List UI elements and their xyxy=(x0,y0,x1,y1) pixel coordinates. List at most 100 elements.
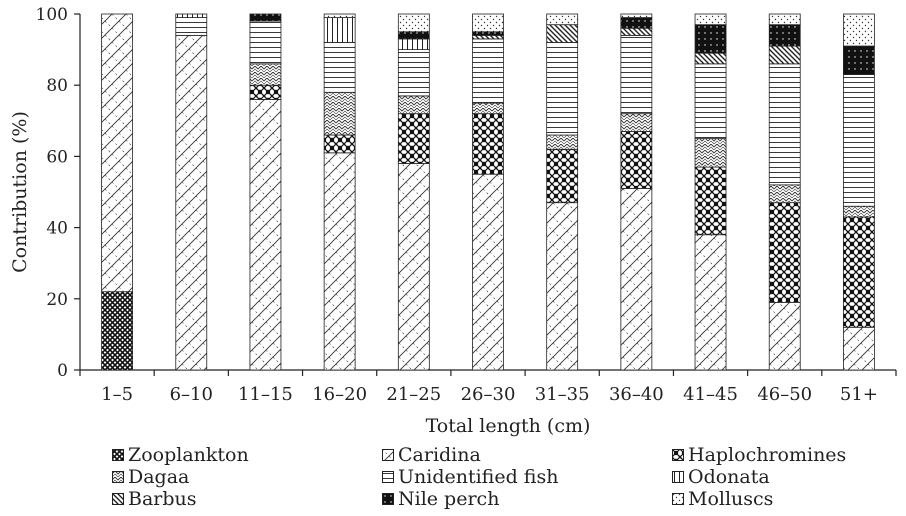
x-tick-label: 26–30 xyxy=(461,384,516,405)
bar-segment xyxy=(323,42,356,93)
bar-segment xyxy=(175,17,208,36)
bar-segment xyxy=(397,95,430,115)
bar-segment xyxy=(397,31,430,40)
bar-segment xyxy=(620,17,653,29)
x-tick-label: 21–25 xyxy=(386,384,441,405)
bar-segment xyxy=(472,113,504,175)
x-tick-label: 16–20 xyxy=(312,384,367,405)
bar-segment xyxy=(694,166,727,236)
bar-segment xyxy=(397,38,430,50)
bar-segment xyxy=(546,42,579,136)
bar-segment xyxy=(768,13,801,26)
legend-swatch xyxy=(112,493,124,505)
bar-segment xyxy=(472,38,504,104)
bar-segment xyxy=(843,216,875,328)
legend-swatch xyxy=(672,493,684,505)
bar-segment xyxy=(546,148,579,204)
x-axis-label: Total length (cm) xyxy=(426,415,591,437)
bar-segment xyxy=(249,63,282,86)
legend-item: Barbus xyxy=(112,488,382,510)
legend: Zooplankton Caridina Haplochromines Dagaa Un… xyxy=(112,444,902,510)
bar-segment xyxy=(397,163,430,371)
bar-segment xyxy=(249,84,282,100)
x-tick-label: 1–5 xyxy=(101,384,133,405)
bars xyxy=(101,13,875,371)
bar-segment xyxy=(620,113,653,132)
bar-segment xyxy=(768,202,801,303)
bar-segment xyxy=(843,326,875,371)
legend-swatch xyxy=(382,449,394,461)
legend-label: Zooplankton xyxy=(128,444,249,466)
legend-item: Dagaa xyxy=(112,466,382,488)
y-tick-label: 20 xyxy=(46,290,68,310)
bar-segment xyxy=(175,13,208,18)
y-axis-label: Contribution (%) xyxy=(9,111,31,273)
legend-label: Dagaa xyxy=(128,466,190,488)
bar-segment xyxy=(546,134,579,150)
bar-segment xyxy=(397,49,430,97)
bar-segment xyxy=(694,13,727,26)
bar-segment xyxy=(843,205,875,218)
bar-segment xyxy=(323,152,356,371)
y-tick-label: 0 xyxy=(57,361,68,381)
bar-segment xyxy=(620,27,653,36)
bar-segment xyxy=(472,34,504,40)
bar-segment xyxy=(620,13,653,18)
bar-segment xyxy=(843,13,875,47)
bar-segment xyxy=(472,173,504,371)
x-tick-label: 46–50 xyxy=(757,384,812,405)
bar-segment xyxy=(323,134,356,154)
x-tick-label: 36–40 xyxy=(609,384,664,405)
legend-label: Barbus xyxy=(128,488,197,510)
x-tick-label: 51+ xyxy=(840,384,878,405)
legend-label: Haplochromines xyxy=(688,444,847,466)
bar-segment xyxy=(397,113,430,164)
bar-segment xyxy=(546,13,579,26)
legend-item: Molluscs xyxy=(672,488,902,510)
legend-swatch xyxy=(672,471,684,483)
bar-segment xyxy=(546,24,579,43)
bar-segment xyxy=(843,45,875,75)
bar-segment xyxy=(101,13,133,293)
bar-segment xyxy=(694,63,727,140)
bar-segment xyxy=(768,24,801,47)
bar-segment xyxy=(323,17,356,43)
bar-segment xyxy=(694,138,727,168)
bar-segment xyxy=(620,34,653,115)
legend-item: Odonata xyxy=(672,466,902,488)
legend-item: Nile perch xyxy=(382,488,672,510)
bar-segment xyxy=(694,24,727,54)
bar-segment xyxy=(323,13,356,18)
bar-segment xyxy=(768,184,801,204)
legend-label: Odonata xyxy=(688,466,770,488)
legend-item: Caridina xyxy=(382,444,672,466)
bar-segment xyxy=(843,74,875,207)
bar-segment xyxy=(620,131,653,189)
x-tick-label: 41–45 xyxy=(683,384,738,405)
legend-swatch xyxy=(112,449,124,461)
bar-segment xyxy=(768,301,801,371)
bar-segment xyxy=(323,91,356,136)
y-tick-label: 60 xyxy=(46,147,68,167)
bar-segment xyxy=(694,234,727,371)
legend-label: Nile perch xyxy=(398,488,500,510)
bar-segment xyxy=(249,13,282,22)
legend-label: Molluscs xyxy=(688,488,774,510)
x-tick-label: 31–35 xyxy=(535,384,590,405)
bar-segment xyxy=(768,45,801,65)
bar-segment xyxy=(249,99,282,371)
bar-segment xyxy=(175,34,208,371)
labels: 0 20 40 60 80 100 1–5 6–10 11–15 16–20 21–25 26–30 3… xyxy=(9,5,878,437)
x-tick-label: 11–15 xyxy=(238,384,293,405)
legend-item: Unidentified fish xyxy=(382,466,672,488)
legend-swatch xyxy=(112,471,124,483)
bar-segment xyxy=(472,31,504,36)
bar-segment xyxy=(397,13,430,33)
bar-segment xyxy=(101,291,133,371)
bar-segment xyxy=(768,63,801,186)
legend-label: Unidentified fish xyxy=(398,466,559,488)
legend-label: Caridina xyxy=(398,444,481,466)
bar-segment xyxy=(472,13,504,33)
y-tick-label: 40 xyxy=(46,219,68,239)
